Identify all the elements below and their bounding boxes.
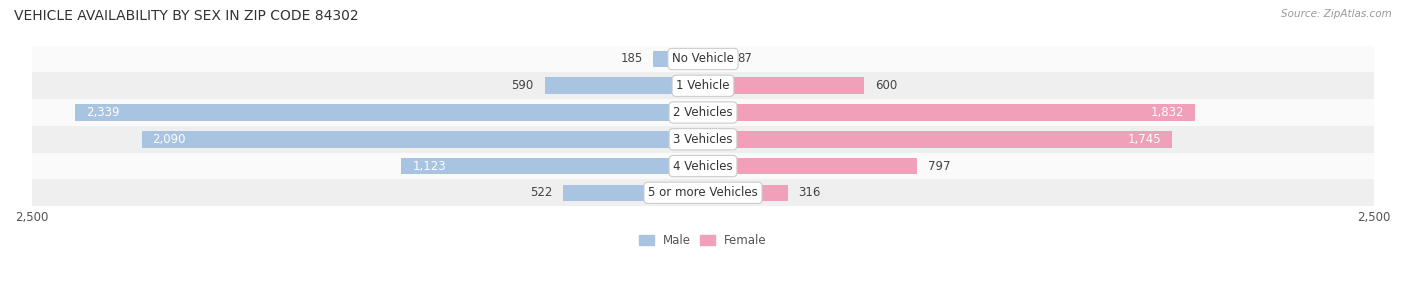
Text: 797: 797 [928,159,950,173]
Bar [32,126,1374,153]
Bar [544,77,703,94]
Text: No Vehicle: No Vehicle [672,53,734,65]
Bar [654,51,703,67]
Text: 590: 590 [512,79,534,92]
Text: 4 Vehicles: 4 Vehicles [673,159,733,173]
Bar [142,131,703,147]
Bar [32,72,1374,99]
Text: 2 Vehicles: 2 Vehicles [673,106,733,119]
Text: 1,745: 1,745 [1128,133,1161,146]
Text: 185: 185 [620,53,643,65]
Legend: Male, Female: Male, Female [634,229,772,252]
Text: 1,123: 1,123 [412,159,446,173]
Text: 5 or more Vehicles: 5 or more Vehicles [648,186,758,199]
Bar [32,99,1374,126]
Bar [703,77,865,94]
Text: 87: 87 [737,53,752,65]
Text: 522: 522 [530,186,553,199]
Bar [32,153,1374,179]
Bar [703,104,1195,121]
Bar [703,185,787,201]
Text: VEHICLE AVAILABILITY BY SEX IN ZIP CODE 84302: VEHICLE AVAILABILITY BY SEX IN ZIP CODE … [14,9,359,23]
Text: 3 Vehicles: 3 Vehicles [673,133,733,146]
Bar [75,104,703,121]
Text: 1,832: 1,832 [1150,106,1184,119]
Text: Source: ZipAtlas.com: Source: ZipAtlas.com [1281,9,1392,19]
Bar [703,158,917,174]
Bar [402,158,703,174]
Bar [703,131,1171,147]
Text: 316: 316 [799,186,821,199]
Bar [32,179,1374,206]
Text: 2,090: 2,090 [152,133,186,146]
Text: 1 Vehicle: 1 Vehicle [676,79,730,92]
Bar [562,185,703,201]
Text: 2,339: 2,339 [86,106,120,119]
Bar [32,46,1374,72]
Text: 600: 600 [875,79,897,92]
Bar [703,51,727,67]
